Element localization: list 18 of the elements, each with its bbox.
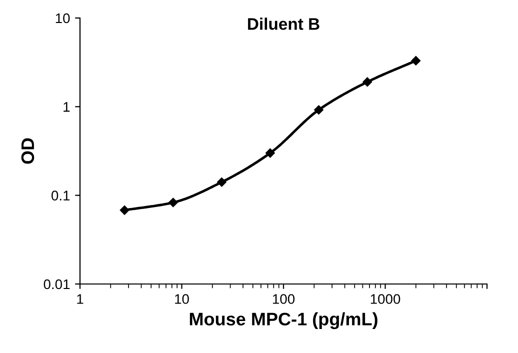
y-tick-label: 1: [64, 102, 70, 112]
point: [411, 56, 421, 66]
x-tick-label: 100: [272, 294, 295, 304]
x-tick-label: 1: [77, 294, 84, 304]
point: [217, 177, 226, 187]
point: [314, 105, 324, 114]
chart-title: Diluent B: [248, 18, 320, 30]
y-tick-label: 0.01: [44, 279, 70, 290]
x-tick-label: 10: [175, 294, 189, 304]
point: [266, 148, 275, 158]
y-tick-label: 10: [56, 13, 70, 24]
x-axis-title: Mouse MPC-1 (pg/mL): [190, 312, 378, 330]
x-tick-label: 1000: [370, 294, 400, 304]
point: [120, 206, 130, 215]
point: [362, 77, 372, 87]
point: [168, 198, 178, 208]
y-tick-label: 0.1: [52, 190, 70, 201]
y-axis-title: OD: [21, 138, 34, 164]
